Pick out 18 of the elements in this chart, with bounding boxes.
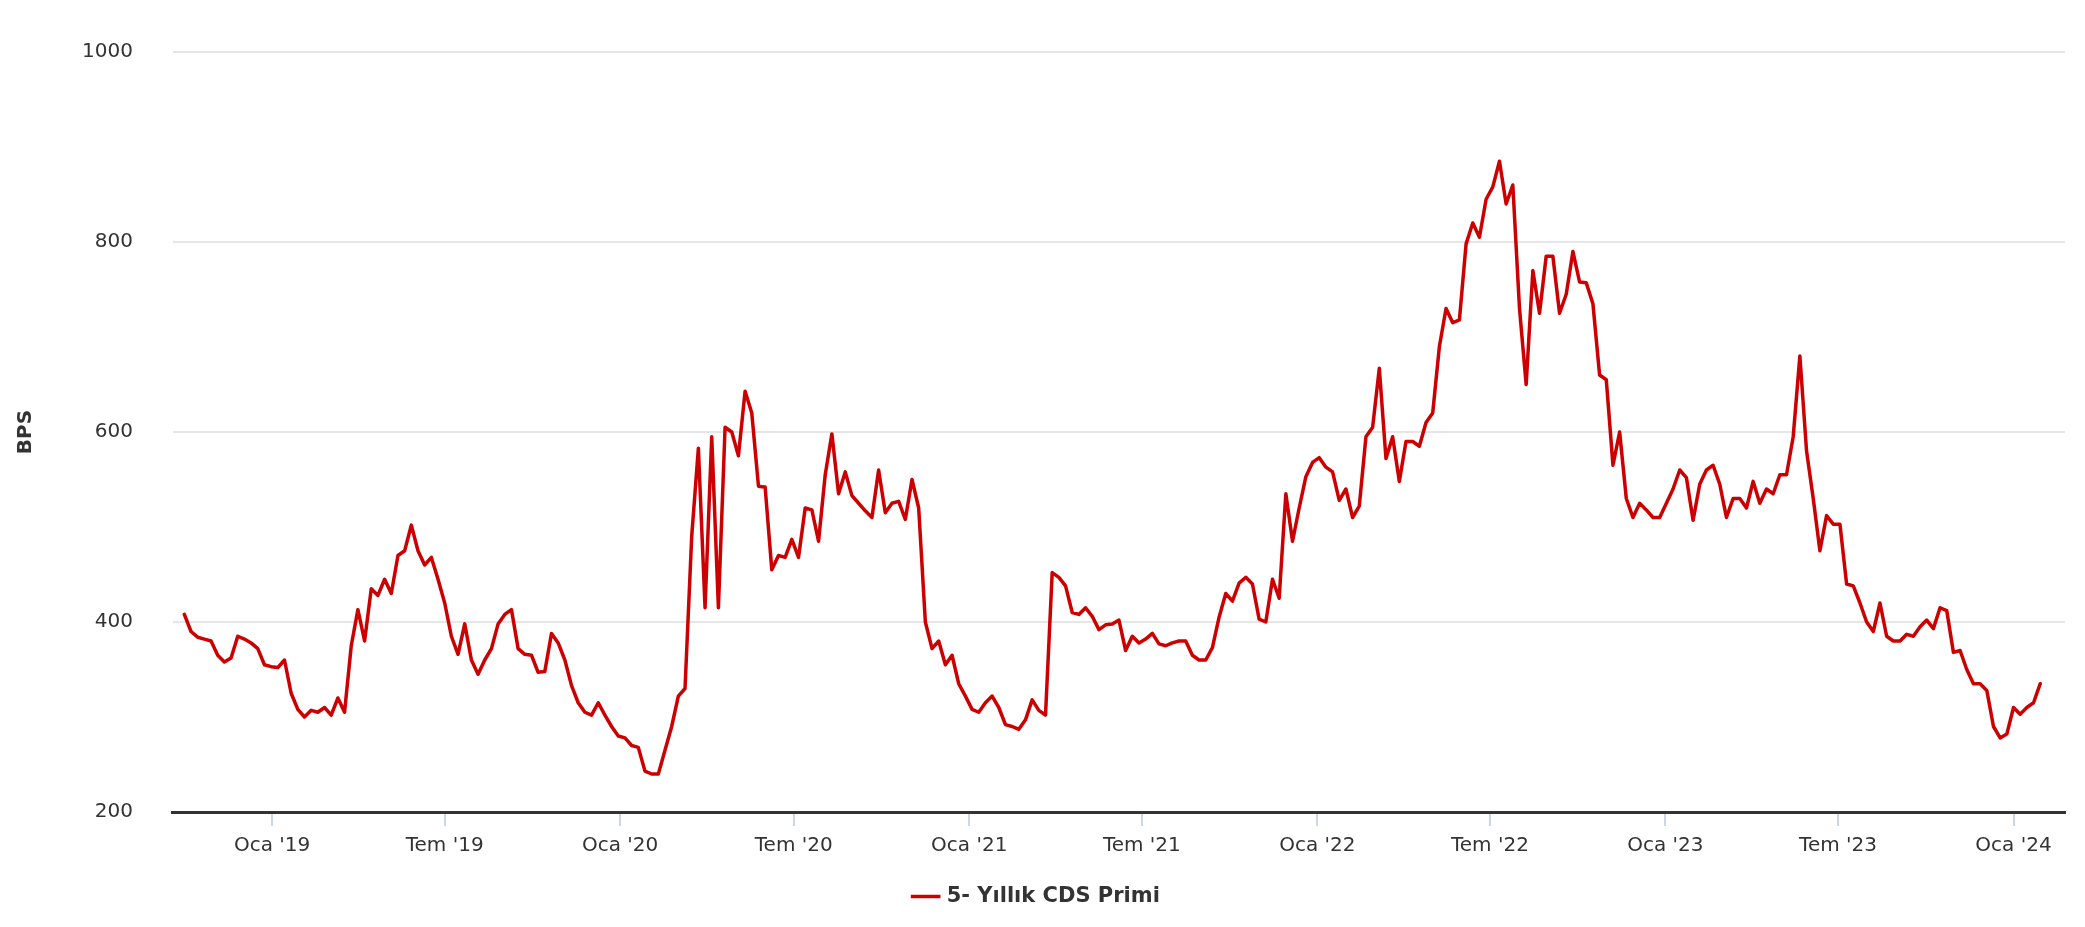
x-tick-label: Oca '23 <box>1627 832 1704 857</box>
x-tick-label: Oca '21 <box>931 832 1008 857</box>
x-tick-label: Tem '23 <box>1798 832 1877 857</box>
x-tick-label: Oca '20 <box>582 832 659 857</box>
x-tick-label: Oca '22 <box>1279 832 1356 857</box>
y-tick-label: 800 <box>94 228 133 253</box>
legend-label: 5- Yıllık CDS Primi <box>946 882 1160 907</box>
x-tick-label: Tem '21 <box>1101 832 1181 857</box>
y-tick-label: 1000 <box>81 38 133 63</box>
y-tick-label: 200 <box>94 798 133 823</box>
y-tick-label: 600 <box>94 418 133 443</box>
x-tick-label: Oca '19 <box>233 832 311 857</box>
x-tick-label: Tem '19 <box>404 832 484 857</box>
x-tick-label: Oca '24 <box>1975 832 2052 857</box>
y-axis-title: BPS <box>12 409 37 455</box>
y-tick-label: 400 <box>94 608 133 633</box>
x-tick-label: Tem '22 <box>1449 832 1529 857</box>
x-tick-label: Tem '20 <box>753 832 833 857</box>
